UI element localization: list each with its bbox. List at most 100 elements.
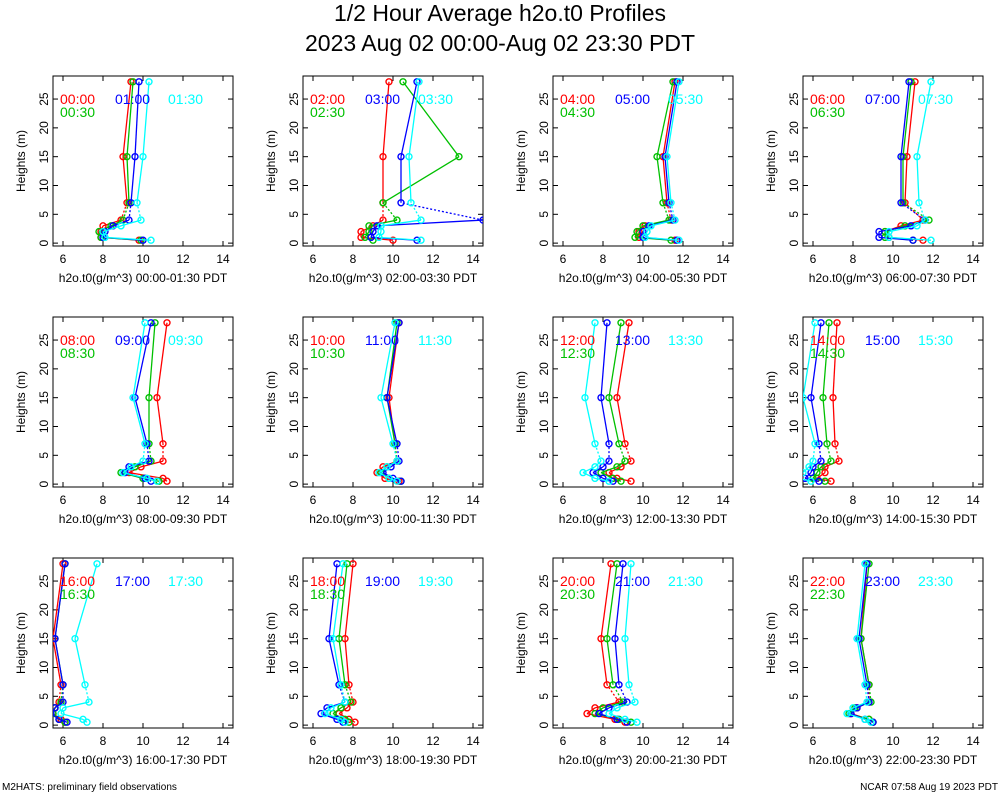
data-point [455, 152, 463, 161]
legend-label: 19:00 [365, 573, 400, 589]
series-line-segment [584, 322, 596, 398]
y-axis-label: Heights (m) [764, 130, 778, 192]
data-point [397, 199, 405, 207]
series-line-segment [662, 81, 676, 157]
data-point [337, 704, 345, 712]
y-tick-label: 15 [787, 391, 801, 405]
panel-10: 6 8 10 12 14 0 5 10 15 20 25 Heights (m) h2o.t0(g/m^… [514, 557, 734, 767]
data-point [927, 236, 935, 244]
y-tick-label: 15 [287, 391, 301, 405]
series-line-segment [338, 563, 348, 639]
x-tick-label: 6 [310, 734, 317, 748]
legend-label: 12:00 [560, 332, 595, 348]
data-point [849, 704, 857, 712]
x-tick-label: 8 [850, 734, 857, 748]
y-tick-label: 25 [37, 92, 51, 106]
legend-label: 11:00 [365, 332, 399, 348]
panel-7: 6 8 10 12 14 0 5 10 15 20 25 Heights (m) h2o.t0(g/m^… [764, 316, 984, 526]
series-line-segment [120, 202, 128, 221]
series-line-segment [54, 563, 66, 639]
data-point [885, 227, 893, 236]
data-point [605, 440, 613, 448]
legend-label: 09:00 [115, 332, 150, 348]
y-tick-label: 20 [37, 121, 51, 135]
y-tick-label: 10 [37, 178, 51, 192]
y-axis-label: Heights (m) [264, 612, 278, 674]
data-point [909, 236, 917, 244]
data-point [861, 560, 869, 568]
chart-title: 1/2 Hour Average h2o.t0 Profiles [333, 0, 666, 26]
series-line-segment [650, 219, 676, 227]
data-point [123, 152, 131, 161]
series-line-segment [664, 81, 678, 157]
series-line-segment [803, 397, 816, 444]
data-point [131, 152, 139, 161]
data-point [803, 393, 807, 402]
data-point [377, 393, 385, 402]
series-line-segment [376, 219, 483, 227]
x-tick-label: 6 [310, 493, 317, 507]
series-line-segment [812, 443, 816, 462]
series-line-segment [328, 563, 338, 639]
data-point [393, 457, 401, 465]
legend-label: 06:30 [810, 104, 845, 120]
x-tick-label: 12 [176, 493, 190, 507]
series-group [373, 319, 405, 485]
data-point [807, 393, 815, 402]
series-line-segment [614, 563, 624, 639]
series-line-segment [110, 219, 124, 227]
series-line-segment [670, 202, 676, 221]
legend-label: 01:30 [168, 91, 203, 107]
x-tick-label: 12 [676, 493, 690, 507]
x-tick-label: 12 [926, 252, 940, 266]
x-tick-label: 6 [60, 734, 67, 748]
series-line-segment [386, 397, 398, 444]
data-point [53, 634, 59, 643]
panel-8: 6 8 10 12 14 0 5 10 15 20 25 Heights (m) h2o.t0(g/m^… [14, 557, 234, 767]
series-line-segment [400, 81, 418, 157]
series-line-segment [148, 322, 156, 398]
x-tick-label: 12 [676, 252, 690, 266]
x-tick-label: 14 [216, 734, 230, 748]
series-line-segment [53, 638, 62, 685]
series-line-segment [344, 563, 354, 639]
series-line-segment [58, 718, 68, 723]
data-point [927, 78, 935, 86]
data-point [627, 477, 635, 485]
data-point [599, 474, 607, 483]
y-axis-label: Heights (m) [764, 612, 778, 674]
data-point [619, 560, 627, 568]
data-point [141, 319, 149, 327]
series-line-segment [616, 460, 626, 468]
x-tick-label: 8 [600, 493, 607, 507]
series-line-segment [918, 202, 926, 221]
y-tick-label: 15 [37, 632, 51, 646]
data-point [145, 393, 153, 402]
data-point [815, 440, 823, 448]
series-line-segment [53, 714, 60, 720]
series-line-segment [53, 707, 56, 712]
series-line-segment [122, 156, 128, 203]
series-line-segment [868, 684, 872, 703]
series-line-segment [822, 397, 828, 444]
data-point [389, 236, 397, 244]
data-point [605, 393, 613, 402]
x-tick-label: 6 [810, 252, 817, 266]
x-tick-label: 12 [426, 734, 440, 748]
data-point [591, 440, 599, 448]
y-tick-label: 25 [537, 92, 551, 106]
data-point [385, 474, 393, 483]
y-tick-label: 0 [787, 480, 801, 487]
y-axis-label: Heights (m) [514, 612, 528, 674]
panel-6: 6 8 10 12 14 0 5 10 15 20 25 Heights (m) h2o.t0(g/m^… [514, 316, 734, 526]
data-point [397, 152, 405, 161]
series-line-segment [122, 466, 132, 474]
data-point [99, 227, 107, 236]
data-point [805, 463, 813, 471]
data-point [817, 457, 825, 465]
legend-label: 14:30 [810, 345, 845, 361]
series-group [631, 78, 683, 244]
series-line-segment [84, 684, 90, 703]
data-point [861, 715, 869, 724]
series-line-segment [53, 563, 64, 639]
